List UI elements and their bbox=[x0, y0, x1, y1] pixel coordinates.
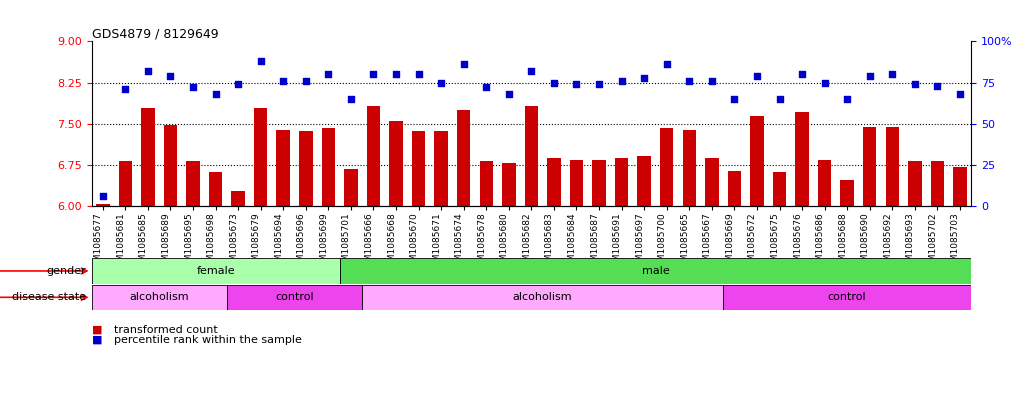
Bar bbox=[723, 285, 971, 310]
Point bbox=[704, 78, 720, 84]
Text: ■: ■ bbox=[92, 325, 102, 335]
Text: alcoholism: alcoholism bbox=[129, 292, 189, 302]
Bar bbox=[186, 161, 199, 206]
Bar bbox=[886, 127, 899, 206]
Point bbox=[726, 96, 742, 102]
Point bbox=[163, 73, 179, 79]
Bar bbox=[321, 128, 336, 206]
Text: control: control bbox=[276, 292, 314, 302]
Text: alcoholism: alcoholism bbox=[513, 292, 573, 302]
Point bbox=[907, 81, 923, 87]
Point bbox=[433, 79, 450, 86]
Bar bbox=[682, 130, 696, 206]
Point bbox=[546, 79, 562, 86]
Bar bbox=[164, 125, 177, 206]
Bar bbox=[547, 158, 560, 206]
Bar bbox=[727, 171, 741, 206]
Point bbox=[207, 91, 224, 97]
Point bbox=[636, 74, 652, 81]
Bar bbox=[254, 108, 267, 206]
Point bbox=[387, 71, 404, 77]
Bar bbox=[92, 285, 227, 310]
Bar bbox=[592, 160, 606, 206]
Point bbox=[478, 84, 494, 91]
Point bbox=[343, 96, 359, 102]
Text: female: female bbox=[196, 266, 235, 276]
Bar bbox=[570, 160, 584, 206]
Text: percentile rank within the sample: percentile rank within the sample bbox=[114, 334, 302, 345]
Bar bbox=[227, 285, 362, 310]
Point bbox=[681, 78, 698, 84]
Point bbox=[591, 81, 607, 87]
Bar bbox=[908, 161, 921, 206]
Bar bbox=[141, 108, 155, 206]
Bar bbox=[502, 163, 516, 206]
Point bbox=[456, 61, 472, 68]
Bar bbox=[362, 285, 723, 310]
Point bbox=[276, 78, 292, 84]
Text: gender: gender bbox=[47, 266, 86, 276]
Bar bbox=[953, 167, 967, 206]
Bar bbox=[773, 172, 786, 206]
Point bbox=[365, 71, 381, 77]
Point bbox=[252, 58, 268, 64]
Text: control: control bbox=[828, 292, 866, 302]
Point bbox=[320, 71, 337, 77]
Point bbox=[298, 78, 314, 84]
Bar bbox=[96, 204, 110, 206]
Bar bbox=[344, 169, 358, 206]
Point bbox=[771, 96, 787, 102]
Point bbox=[930, 83, 946, 89]
Bar bbox=[479, 161, 493, 206]
Bar bbox=[638, 156, 651, 206]
Bar bbox=[751, 116, 764, 206]
Text: disease state: disease state bbox=[12, 292, 86, 302]
Bar bbox=[119, 161, 132, 206]
Point bbox=[794, 71, 811, 77]
Point bbox=[411, 71, 427, 77]
Text: GDS4879 / 8129649: GDS4879 / 8129649 bbox=[92, 27, 219, 40]
Point bbox=[95, 193, 111, 200]
Point bbox=[749, 73, 765, 79]
Point bbox=[952, 91, 968, 97]
Bar bbox=[232, 191, 245, 206]
Bar bbox=[412, 131, 425, 206]
Bar bbox=[705, 158, 719, 206]
Bar bbox=[840, 180, 854, 206]
Point bbox=[569, 81, 585, 87]
Bar bbox=[367, 106, 380, 206]
Point bbox=[839, 96, 855, 102]
Bar bbox=[434, 131, 447, 206]
Point bbox=[185, 84, 201, 91]
Text: transformed count: transformed count bbox=[114, 325, 218, 335]
Point bbox=[817, 79, 833, 86]
Point bbox=[139, 68, 156, 74]
Point bbox=[117, 86, 133, 92]
Bar bbox=[390, 121, 403, 206]
Point bbox=[861, 73, 878, 79]
Bar bbox=[340, 258, 971, 284]
Bar bbox=[277, 130, 290, 206]
Point bbox=[613, 78, 630, 84]
Bar bbox=[931, 161, 944, 206]
Bar bbox=[660, 128, 673, 206]
Point bbox=[659, 61, 675, 68]
Bar bbox=[818, 160, 831, 206]
Bar bbox=[299, 131, 312, 206]
Text: male: male bbox=[642, 266, 669, 276]
Bar bbox=[457, 110, 471, 206]
Point bbox=[500, 91, 517, 97]
Text: ■: ■ bbox=[92, 334, 102, 345]
Point bbox=[524, 68, 540, 74]
Point bbox=[230, 81, 246, 87]
Point bbox=[884, 71, 900, 77]
Bar bbox=[795, 112, 809, 206]
Bar bbox=[92, 258, 340, 284]
Bar bbox=[208, 172, 223, 206]
Bar bbox=[615, 158, 629, 206]
Bar bbox=[525, 106, 538, 206]
Bar bbox=[863, 127, 877, 206]
